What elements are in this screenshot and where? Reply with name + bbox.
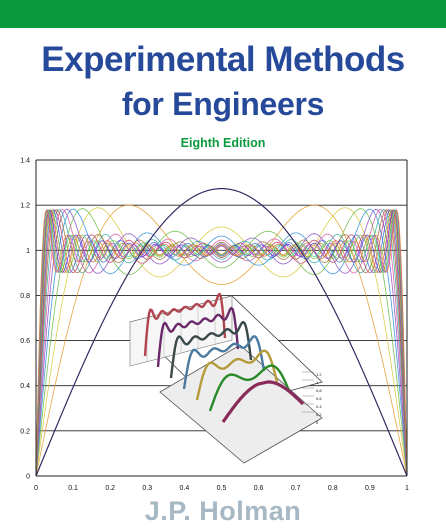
x-tick-label: 0.1 [68,485,78,492]
inset-series-ribbon [156,306,240,368]
inset-z-tick-label: 1.2 [316,372,322,377]
author-name: J.P. Holman [144,496,302,526]
series-curve [35,208,408,477]
y-tick-label: 0.4 [20,383,30,390]
inset-floor [159,344,323,464]
series-curve [35,208,408,477]
series-curve [35,209,408,477]
top-color-band [0,0,446,28]
inset-z-tick-label: 0.2 [316,412,322,417]
inset-z-tick-label: 0.4 [316,404,322,409]
series-curve [35,209,408,477]
cover-graph-illustration: 0 0.1 0.2 0.3 0.4 0.5 0.6 0.7 0.8 0.9 1 0 0.2 0.4 0.6… [20,158,409,493]
series-curve [35,209,408,477]
x-tick-label: 0.2 [105,485,115,492]
inset-series-ribbon [169,320,253,379]
series-curve [35,209,408,477]
inset-series-ribbon [143,292,227,357]
edition-label: Eighth Edition [180,136,266,150]
inset-series-ribbon [221,380,305,423]
graph-axes [35,160,408,477]
x-tick-label: 0.3 [142,485,152,492]
y-tick-label: 1.2 [20,203,30,210]
y-tick-label: 0.2 [20,428,30,435]
inset-series-ribbon [208,364,292,412]
x-tick-label: 0.4 [180,485,190,492]
inset-z-tick-label: 0 [316,420,319,425]
series-curve [35,208,408,477]
x-tick-label: 1 [405,485,409,492]
y-tick-label: 1 [26,248,30,255]
y-tick-labels: 0 0.2 0.4 0.6 0.8 1 1.2 1.4 [20,158,30,481]
x-tick-label: 0 [34,485,38,492]
series-curve [35,207,408,477]
inset-z-tick-label: 0.8 [316,388,322,393]
x-tick-label: 0.8 [328,485,338,492]
x-tick-label: 0.9 [365,485,375,492]
series-curve [35,204,408,477]
inset-z-tick-label: 0.6 [316,396,322,401]
series-curves [35,188,408,477]
y-tick-label: 0.8 [20,293,30,300]
series-curve [35,208,408,477]
inset-series-ribbon [195,349,279,401]
x-tick-labels: 0 0.1 0.2 0.3 0.4 0.5 0.6 0.7 0.8 0.9 1 [34,485,409,492]
inset-series-ribbon [182,335,266,390]
x-tick-label: 0.6 [254,485,264,492]
inset-3d-plot: 1.2 1 0.8 0.6 0.4 0.2 0 [129,292,323,464]
fundamental-curve [35,188,408,477]
series-curve [35,209,408,477]
y-tick-label: 1.4 [20,158,30,165]
x-tick-label: 0.7 [291,485,301,492]
book-title-line-2: for Engineers [121,86,325,122]
y-tick-label: 0 [26,474,30,481]
x-tick-label: 0.5 [217,485,227,492]
inset-z-tick-label: 1 [316,380,319,385]
series-curve [35,209,408,477]
series-curve [35,208,408,477]
book-title-line-1: Experimental Methods [41,40,405,79]
y-tick-label: 0.6 [20,338,30,345]
